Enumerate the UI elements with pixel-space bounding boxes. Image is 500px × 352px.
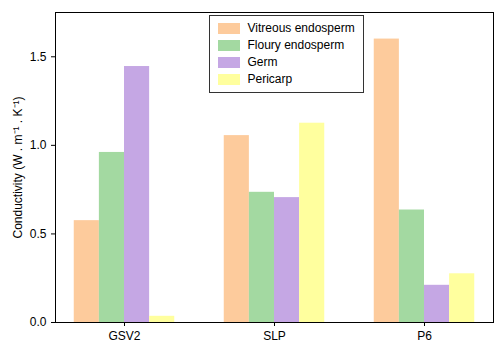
html-text:Germ: Germ	[247, 55, 278, 69]
html-text:Floury endosperm: Floury endosperm	[247, 38, 345, 52]
svg-text:0.5: 0.5	[30, 227, 47, 241]
svg-text:SLP: SLP	[263, 329, 286, 343]
svg-text:Conductivity (W . m⁻¹ . K⁻¹): Conductivity (W . m⁻¹ . K⁻¹)	[11, 96, 25, 238]
svg-text:0.0: 0.0	[30, 315, 47, 329]
svg-text:1.5: 1.5	[30, 50, 47, 64]
svg-text:1.0: 1.0	[30, 138, 47, 152]
svg-text:GSV2: GSV2	[108, 329, 140, 343]
html-text:Pericarp: Pericarp	[247, 72, 293, 86]
svg-text:P6: P6	[417, 329, 432, 343]
html-text:Vitreous endosperm: Vitreous endosperm	[247, 21, 355, 35]
